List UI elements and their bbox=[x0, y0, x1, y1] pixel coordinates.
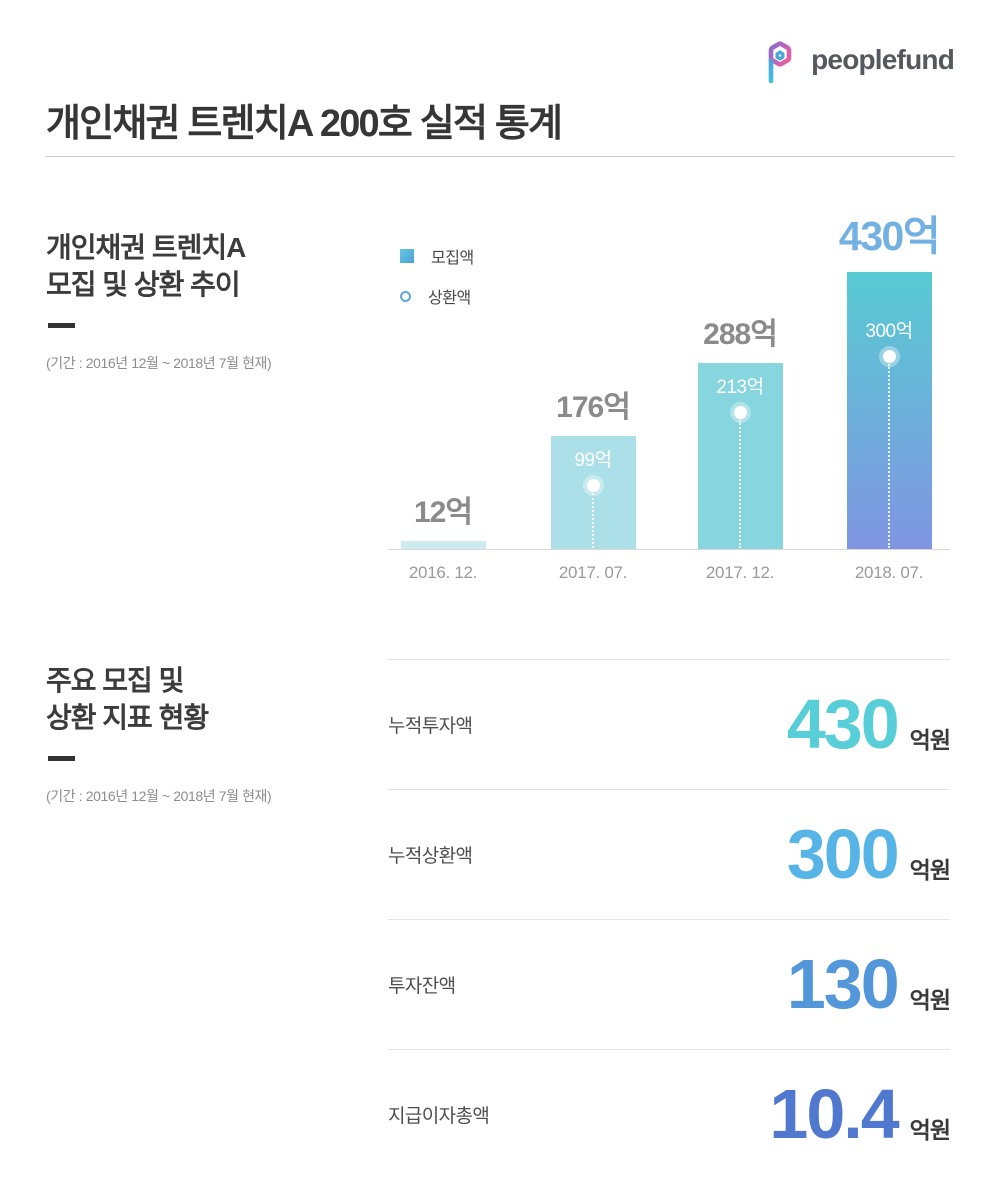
title-divider bbox=[46, 156, 954, 157]
metric-number: 430 억원 bbox=[786, 685, 951, 764]
repayment-dotted-line bbox=[592, 493, 594, 548]
legend-item-repaid: 상환액 bbox=[400, 284, 474, 308]
x-axis-label: 2018. 07. bbox=[854, 563, 924, 582]
repayment-marker-dot bbox=[882, 349, 896, 363]
repayment-marker-dot bbox=[586, 478, 600, 492]
repayment-marker-dot bbox=[733, 405, 747, 419]
x-axis-line bbox=[388, 549, 950, 550]
chart-section-period: (기간 : 2016년 12월 ~ 2018년 7월 현재) bbox=[46, 354, 272, 371]
legend-square-icon bbox=[400, 249, 414, 263]
metric-label: 누적투자액 bbox=[388, 716, 473, 737]
chart-plot: 12억 176억 99억 288억 213억 430억 300억 bbox=[388, 213, 950, 549]
metric-number: 130 억원 bbox=[786, 945, 951, 1024]
repayment-dotted-line bbox=[739, 420, 741, 548]
metric-unit: 억원 bbox=[909, 1117, 951, 1144]
legend-item-raised: 모집액 bbox=[400, 244, 474, 268]
metric-row-investment-balance: 투자잔액 130 억원 bbox=[388, 919, 951, 1049]
section-dash bbox=[48, 322, 75, 328]
chart-section-title-line1: 개인채권 트렌치A bbox=[46, 232, 246, 263]
x-axis-label: 2016. 12. bbox=[408, 563, 478, 582]
metric-unit: 억원 bbox=[909, 987, 951, 1014]
metric-unit: 억원 bbox=[909, 857, 951, 884]
metrics-section-heading: 주요 모집 및 상환 지표 현황 (기간 : 2016년 12월 ~ 2018년… bbox=[46, 663, 376, 806]
metric-value: 130 bbox=[786, 945, 900, 1024]
page-title: 개인채권 트렌치A 200호 실적 통계 bbox=[46, 103, 563, 145]
metric-number: 300 억원 bbox=[786, 815, 951, 894]
metric-value: 300 bbox=[786, 815, 900, 894]
repayment-value-label: 300억 bbox=[865, 321, 913, 342]
repayment-value-label: 99억 bbox=[574, 450, 612, 471]
legend-label-repaid: 상환액 bbox=[428, 290, 471, 307]
peoplefund-logo: peoplefund bbox=[758, 36, 955, 84]
bar-value-label: 12억 bbox=[414, 496, 473, 529]
metric-label: 지급이자총액 bbox=[388, 1106, 490, 1127]
peoplefund-logo-text: peoplefund bbox=[811, 44, 955, 75]
metric-number: 10.4 억원 bbox=[769, 1075, 951, 1154]
repayment-value-label: 213억 bbox=[716, 377, 764, 398]
chart-section-title-line2: 모집 및 상환 추이 bbox=[46, 268, 241, 300]
bar-value-label: 430억 bbox=[838, 213, 941, 259]
chart-legend: 모집액 상환액 bbox=[400, 244, 474, 324]
legend-circle-icon bbox=[400, 290, 411, 302]
metric-value: 430 bbox=[786, 685, 900, 764]
metrics-section-title-line2: 상환 지표 현황 bbox=[46, 701, 209, 733]
metrics-section-title: 주요 모집 및 상환 지표 현황 bbox=[46, 663, 376, 737]
metric-row-total-interest-paid: 지급이자총액 10.4 억원 bbox=[388, 1049, 951, 1179]
metric-value: 10.4 bbox=[769, 1075, 899, 1154]
section-dash bbox=[48, 755, 75, 761]
metric-row-cumulative-investment: 누적투자액 430 억원 bbox=[388, 659, 951, 789]
repayment-dotted-line bbox=[888, 364, 890, 548]
bar-value-label: 176억 bbox=[556, 391, 631, 424]
metric-label: 누적상환액 bbox=[388, 846, 473, 867]
bar-value-label: 288억 bbox=[703, 318, 778, 351]
x-axis-label: 2017. 12. bbox=[705, 563, 775, 582]
metrics-section-title-line1: 주요 모집 및 bbox=[46, 665, 184, 696]
chart-section-title: 개인채권 트렌치A 모집 및 상환 추이 bbox=[46, 230, 376, 304]
legend-label-raised: 모집액 bbox=[431, 250, 474, 267]
metrics-section-period: (기간 : 2016년 12월 ~ 2018년 7월 현재) bbox=[46, 787, 272, 804]
metrics-table: 누적투자액 430 억원 누적상환액 300 억원 투자잔액 130 억원 지급… bbox=[388, 659, 951, 1179]
bar-chart: 12억 176억 99억 288억 213억 430억 300억 모집액 상환액 2016.… bbox=[388, 213, 950, 592]
bar-raised-2016. 12. bbox=[400, 541, 486, 549]
x-axis-label: 2017. 07. bbox=[558, 563, 628, 582]
metric-label: 투자잔액 bbox=[388, 976, 456, 997]
metric-unit: 억원 bbox=[909, 727, 951, 754]
chart-section-heading: 개인채권 트렌치A 모집 및 상환 추이 (기간 : 2016년 12월 ~ 2… bbox=[46, 230, 376, 373]
peoplefund-logo-icon bbox=[768, 41, 792, 84]
metric-row-cumulative-repayment: 누적상환액 300 억원 bbox=[388, 789, 951, 919]
